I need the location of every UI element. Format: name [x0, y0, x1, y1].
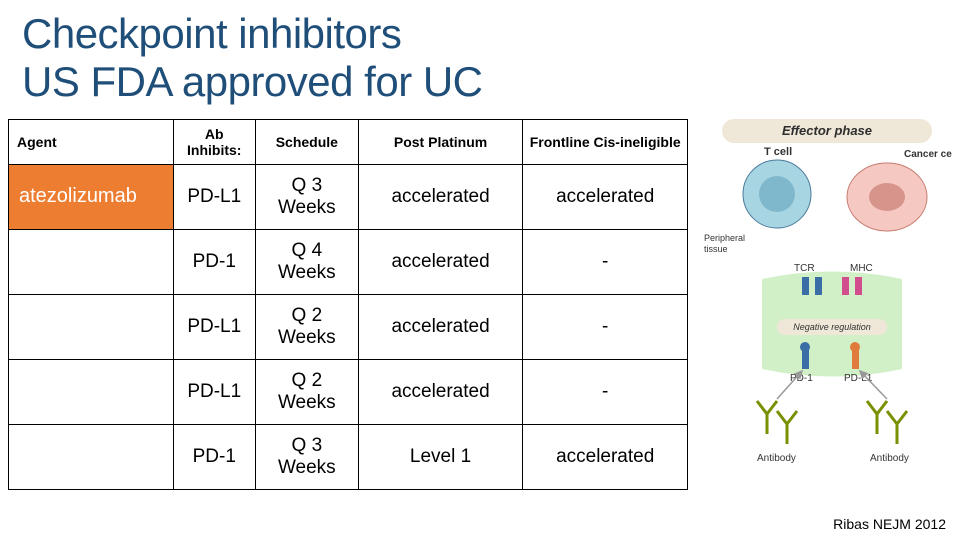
- col-schedule: Schedule: [255, 119, 358, 164]
- table-row: Durvalumab PD-L1 Q 2 Weeks accelerated -: [9, 294, 688, 359]
- antibody-left-icon: [757, 401, 797, 444]
- col-ab: Ab Inhibits:: [173, 119, 255, 164]
- table-row: atezolizumab PD-L1 Q 3 Weeks accelerated…: [9, 164, 688, 229]
- cell-ab: PD-L1: [173, 359, 255, 424]
- citation-text: Ribas NEJM 2012: [833, 516, 946, 532]
- cell-schedule: Q 4 Weeks: [255, 229, 358, 294]
- col-agent: Agent: [9, 119, 174, 164]
- cell-ab: PD-1: [173, 229, 255, 294]
- col-post: Post Platinum: [358, 119, 523, 164]
- effector-phase-label: Effector phase: [782, 123, 872, 138]
- table-body: atezolizumab PD-L1 Q 3 Weeks accelerated…: [9, 164, 688, 489]
- cell-ab: PD-L1: [173, 164, 255, 229]
- tcr-label: TCR: [794, 263, 815, 274]
- pd1-icon: [802, 349, 809, 369]
- cell-ab: PD-1: [173, 424, 255, 489]
- cell-post: accelerated: [358, 229, 523, 294]
- cell-schedule: Q 2 Weeks: [255, 294, 358, 359]
- mhc-label: MHC: [850, 263, 873, 274]
- cell-front: -: [523, 359, 688, 424]
- cell-schedule: Q 3 Weeks: [255, 424, 358, 489]
- cell-agent: Pembrolizumab: [9, 424, 174, 489]
- table-row: Avelumab PD-L1 Q 2 Weeks accelerated -: [9, 359, 688, 424]
- content-row: Agent Ab Inhibits: Schedule Post Platinu…: [0, 107, 960, 494]
- cell-post: Level 1: [358, 424, 523, 489]
- t-cell-label: T cell: [764, 146, 792, 158]
- cancer-nucleus: [869, 183, 905, 211]
- slide-title: Checkpoint inhibitors US FDA approved fo…: [0, 0, 960, 107]
- table-row: Nivolumab PD-1 Q 4 Weeks accelerated -: [9, 229, 688, 294]
- tcr-icon: [802, 277, 809, 295]
- mhc-icon: [842, 277, 849, 295]
- pdl1-icon: [852, 349, 859, 369]
- antibody-right-label: Antibody: [870, 453, 909, 464]
- cell-post: accelerated: [358, 294, 523, 359]
- title-line-2: US FDA approved for UC: [22, 58, 483, 105]
- cell-front: -: [523, 294, 688, 359]
- cell-agent: Avelumab: [9, 359, 174, 424]
- col-front: Frontline Cis-ineligible: [523, 119, 688, 164]
- cell-schedule: Q 2 Weeks: [255, 359, 358, 424]
- arrow-icon: [860, 371, 887, 399]
- cell-ab: PD-L1: [173, 294, 255, 359]
- table-container: Agent Ab Inhibits: Schedule Post Platinu…: [8, 119, 694, 494]
- cell-post: accelerated: [358, 164, 523, 229]
- t-cell-nucleus: [759, 176, 795, 212]
- pd1-label: PD-1: [790, 373, 813, 384]
- peripheral-label-2: tissue: [704, 244, 728, 254]
- title-line-1: Checkpoint inhibitors: [22, 10, 401, 57]
- antibody-right-icon: [867, 401, 907, 444]
- table-header-row: Agent Ab Inhibits: Schedule Post Platinu…: [9, 119, 688, 164]
- cell-post: accelerated: [358, 359, 523, 424]
- cell-front: accelerated: [523, 424, 688, 489]
- pdl1-label: PD-L1: [844, 373, 873, 384]
- cell-agent: Nivolumab: [9, 229, 174, 294]
- cell-agent: atezolizumab: [9, 164, 174, 229]
- cell-front: accelerated: [523, 164, 688, 229]
- cell-schedule: Q 3 Weeks: [255, 164, 358, 229]
- diagram-svg: Effector phase T cell Cancer cell Periph…: [702, 119, 952, 489]
- antibody-left-label: Antibody: [757, 453, 796, 464]
- mechanism-diagram: Effector phase T cell Cancer cell Periph…: [702, 119, 952, 494]
- peripheral-label-1: Peripheral: [704, 233, 745, 243]
- cancer-cell-label: Cancer cell: [904, 149, 952, 160]
- cell-agent: Durvalumab: [9, 294, 174, 359]
- table-row: Pembrolizumab PD-1 Q 3 Weeks Level 1 acc…: [9, 424, 688, 489]
- cell-front: -: [523, 229, 688, 294]
- agents-table: Agent Ab Inhibits: Schedule Post Platinu…: [8, 119, 688, 490]
- neg-reg-label: Negative regulation: [793, 322, 871, 332]
